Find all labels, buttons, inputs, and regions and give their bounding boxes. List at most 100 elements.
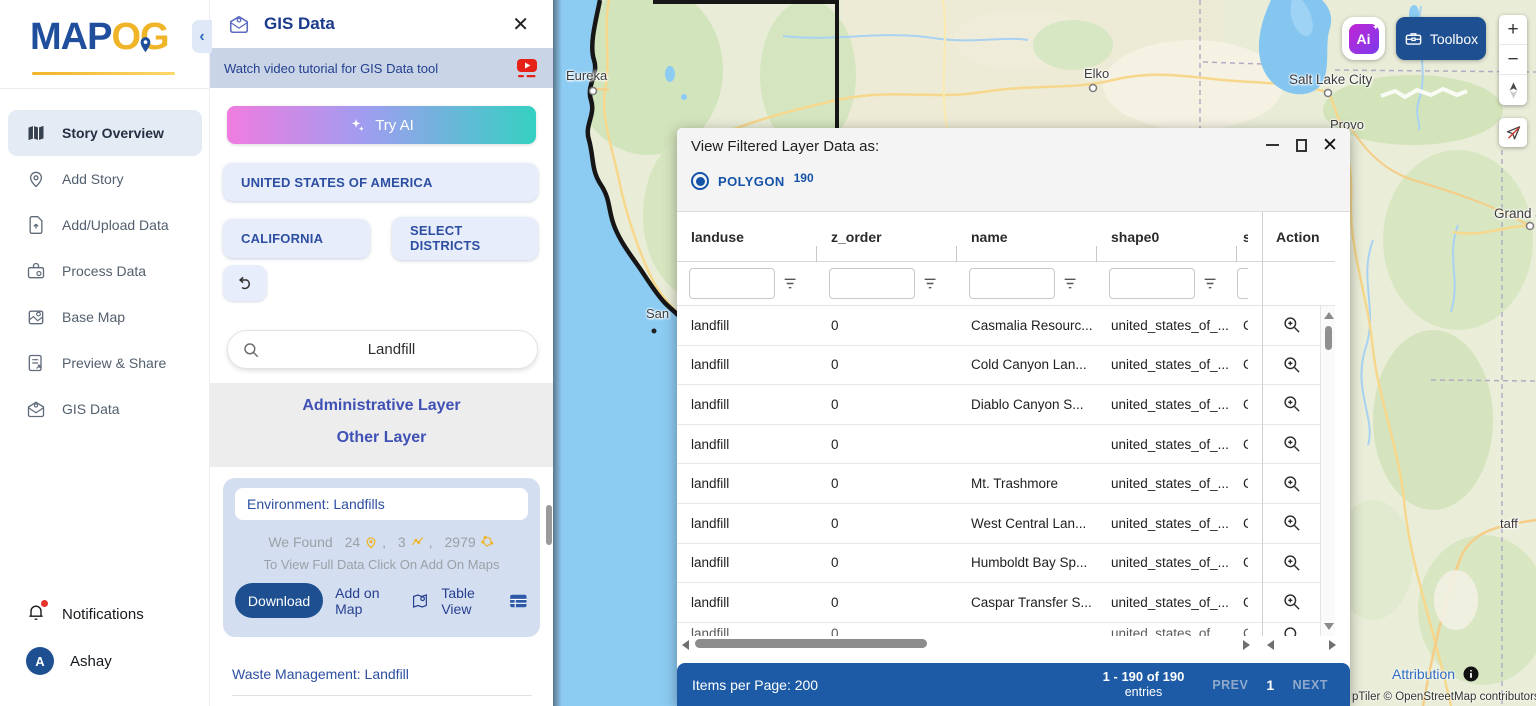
radio-selected-icon (691, 172, 709, 190)
zoom-to-feature-button[interactable] (1263, 544, 1320, 584)
table-row[interactable]: landfill 0 Mt. Trashmore united_states_of_… (677, 464, 1262, 504)
table-row[interactable]: landfill 0 united_states_of_... C (677, 425, 1262, 465)
scroll-down-arrow[interactable] (1324, 623, 1334, 630)
layer-result-card: Environment: Landfills We Found 24 , 3 ,… (223, 478, 540, 637)
ai-assistant-button[interactable]: Ai ✦ (1342, 17, 1385, 60)
other-layer-link[interactable]: Other Layer (336, 429, 427, 446)
column-header-shape0[interactable]: shape0 (1097, 229, 1237, 262)
filter-input-z-order[interactable] (829, 268, 915, 299)
prev-page-button[interactable]: PREV (1212, 677, 1249, 692)
zoom-to-feature-button[interactable] (1263, 583, 1320, 623)
table-row[interactable]: landfill 0 West Central Lan... united_stat… (677, 504, 1262, 544)
entries-range: 1 - 190 of 190 entries (1102, 668, 1185, 699)
filter-input-shape0[interactable] (1109, 268, 1195, 299)
category-field[interactable]: Environment: Landfills (235, 488, 528, 520)
horizontal-scroll-thumb[interactable] (695, 639, 927, 648)
zoom-to-feature-button[interactable] (1263, 504, 1320, 544)
filter-input-truncated[interactable] (1237, 268, 1248, 299)
zoom-to-feature-button[interactable] (1263, 346, 1320, 386)
table-row[interactable]: landfill 0 Caspar Transfer S... united_sta… (677, 583, 1262, 623)
sidebar-item-label: Base Map (62, 309, 126, 325)
scroll-right-arrow[interactable] (1243, 640, 1250, 650)
filter-icon[interactable] (1203, 277, 1218, 290)
items-per-page-label[interactable]: Items per Page: 200 (692, 676, 819, 693)
filter-icon[interactable] (783, 277, 798, 290)
state-selector-button[interactable]: CALIFORNIA (223, 219, 370, 258)
table-horizontal-scrollbar[interactable] (677, 636, 1336, 654)
zoom-to-feature-button[interactable] (1263, 306, 1320, 346)
sidebar-item-add-story[interactable]: Add Story (8, 156, 202, 202)
layer-search-input[interactable] (260, 341, 523, 358)
locate-me-button[interactable] (1499, 118, 1527, 147)
table-row-partial[interactable]: landfill 0 united_states_of_... C (691, 626, 1248, 636)
sidebar-item-gis-data[interactable]: GIS Data (8, 386, 202, 432)
sidebar-item-story-overview[interactable]: Story Overview (8, 110, 202, 156)
sidebar-item-base-map[interactable]: Base Map (8, 294, 202, 340)
map-label-eureka: Eureka (566, 68, 608, 83)
logo-pin-icon (140, 37, 151, 53)
maximize-icon[interactable] (1293, 136, 1309, 154)
sidebar-item-process-data[interactable]: Process Data (8, 248, 202, 294)
compass-button[interactable] (1499, 75, 1527, 105)
scroll-up-arrow[interactable] (1324, 312, 1334, 319)
filter-input-name[interactable] (969, 268, 1055, 299)
vertical-scroll-thumb[interactable] (1325, 326, 1332, 350)
video-tutorial-banner[interactable]: Watch video tutorial for GIS Data tool (210, 48, 553, 88)
gis-panel-close-icon[interactable]: ✕ (512, 13, 529, 36)
filter-icon[interactable] (1063, 277, 1078, 290)
toolbox-button[interactable]: Toolbox (1396, 17, 1486, 60)
action-scroll-right-arrow[interactable] (1329, 640, 1336, 650)
map-label-flagstaff: taff (1500, 516, 1518, 531)
country-selector-button[interactable]: UNITED STATES OF AMERICA (223, 163, 538, 201)
zoom-out-button[interactable]: − (1499, 45, 1527, 75)
district-selector-button[interactable]: SELECT DISTRICTS (392, 217, 538, 260)
zoom-to-feature-button[interactable] (1263, 464, 1320, 504)
sidebar-collapse-button[interactable]: ‹ (192, 20, 212, 53)
sidebar-item-preview-share[interactable]: Preview & Share (8, 340, 202, 386)
panel-scrollbar[interactable] (546, 505, 552, 545)
table-vertical-scrollbar[interactable] (1320, 306, 1335, 636)
column-header-z-order[interactable]: z_order (817, 229, 957, 262)
modal-close-icon[interactable]: ✕ (1322, 134, 1338, 156)
administrative-layer-link[interactable]: Administrative Layer (302, 397, 461, 414)
table-row[interactable]: landfill 0 Diablo Canyon S... united_state… (677, 385, 1262, 425)
download-button[interactable]: Download (235, 583, 324, 618)
try-ai-button[interactable]: Try AI (227, 106, 536, 144)
polygon-count-badge: 190 (793, 171, 814, 185)
table-row[interactable]: landfill 0 Humboldt Bay Sp... united_state… (677, 544, 1262, 584)
column-header-landuse[interactable]: landuse (677, 229, 817, 262)
reset-selection-button[interactable] (223, 265, 267, 301)
zoom-to-feature-button[interactable] (1263, 385, 1320, 425)
polygon-radio-label: POLYGON (718, 174, 785, 189)
notifications-button[interactable]: Notifications (0, 596, 200, 632)
waste-management-result-link[interactable]: Waste Management: Landfill (232, 666, 409, 682)
zoom-in-feature-icon (1283, 627, 1296, 636)
zoom-to-feature-button[interactable] (1263, 623, 1320, 636)
table-row[interactable]: landfill 0 Casmalia Resourc... united_stat… (677, 306, 1262, 346)
attribution-control[interactable]: Attribution (1392, 665, 1480, 683)
zoom-to-feature-button[interactable] (1263, 425, 1320, 465)
next-page-button[interactable]: NEXT (1292, 677, 1328, 692)
state-label: CALIFORNIA (241, 231, 324, 246)
action-scroll-left-arrow[interactable] (1267, 640, 1274, 650)
table-view-icon (510, 594, 527, 607)
add-on-map-button[interactable]: Add on Map (335, 585, 429, 617)
filter-icon[interactable] (923, 277, 938, 290)
current-page-number[interactable]: 1 (1266, 676, 1275, 693)
sidebar-item-add-upload-data[interactable]: Add/Upload Data (8, 202, 202, 248)
column-header-name[interactable]: name (957, 229, 1097, 262)
scroll-left-arrow[interactable] (682, 640, 689, 650)
map-label-san: San (646, 306, 670, 321)
zoom-in-button[interactable]: + (1499, 15, 1527, 45)
column-header-truncated[interactable]: sl (1243, 228, 1248, 245)
user-profile-button[interactable]: A Ashay (0, 643, 200, 679)
table-view-button[interactable]: Table View (441, 585, 528, 617)
bell-icon (26, 600, 48, 626)
map-label-elko: Elko (1084, 66, 1110, 81)
minimize-icon[interactable] (1264, 136, 1280, 154)
table-row[interactable]: landfill 0 Cold Canyon Lan... united_state… (677, 346, 1262, 386)
filter-input-landuse[interactable] (689, 268, 775, 299)
polygon-radio-option[interactable]: POLYGON 190 (691, 171, 814, 190)
app-logo[interactable]: MAPOG (30, 16, 180, 59)
sidebar-item-label: Preview & Share (62, 355, 167, 371)
